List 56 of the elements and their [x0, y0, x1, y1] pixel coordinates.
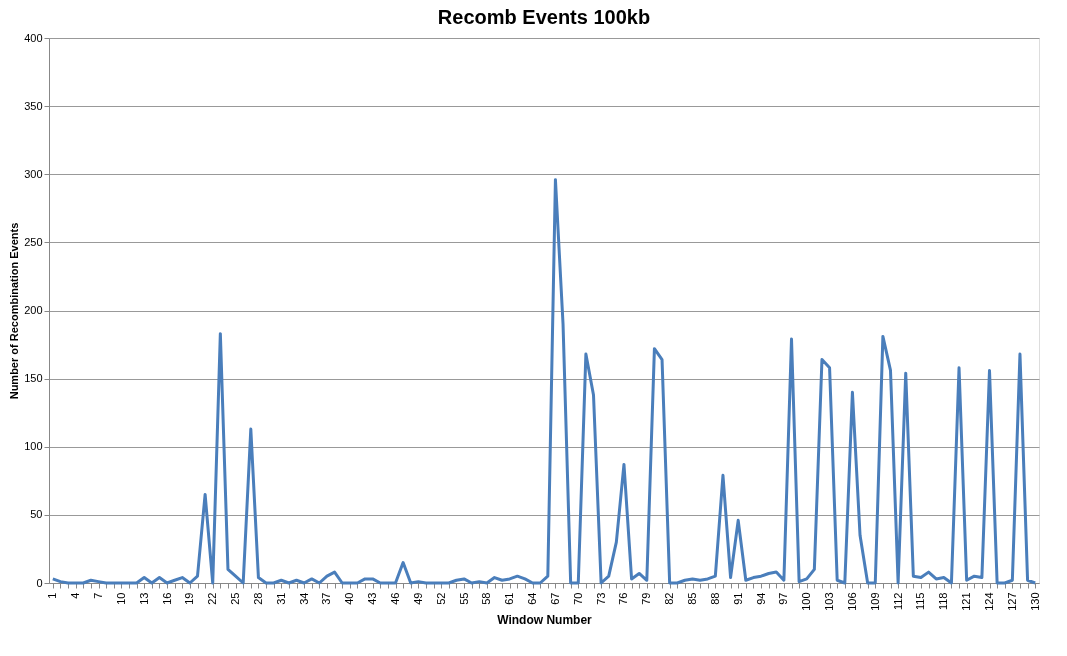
- x-tick-label: 97: [777, 592, 790, 605]
- chart-title: Recomb Events 100kb: [437, 6, 651, 28]
- x-tick-label: 73: [594, 592, 607, 605]
- y-tick-label: 250: [24, 235, 43, 248]
- x-tick-label: 19: [183, 592, 196, 605]
- x-tick-label: 103: [823, 592, 836, 611]
- x-tick-label: 55: [457, 592, 470, 605]
- x-tick-label: 43: [366, 592, 379, 605]
- y-tick-label: 350: [24, 99, 43, 112]
- x-tick-label: 91: [731, 592, 744, 605]
- y-tick-label: 300: [24, 167, 43, 180]
- x-tick-label: 4: [69, 592, 82, 599]
- x-tick-label: 67: [548, 592, 561, 605]
- x-tick-label: 25: [229, 592, 242, 605]
- x-tick-label: 109: [868, 592, 881, 611]
- x-tick-label: 1: [46, 592, 59, 599]
- y-tick-label: 0: [36, 576, 43, 589]
- x-tick-label: 106: [845, 592, 858, 611]
- x-tick-label: 16: [160, 592, 173, 605]
- x-tick-label: 52: [434, 592, 447, 605]
- x-tick-label: 70: [571, 592, 584, 605]
- x-tick-label: 64: [526, 592, 539, 605]
- x-tick-label: 88: [708, 592, 721, 605]
- y-tick-label: 50: [30, 508, 43, 521]
- x-tick-label: 13: [137, 592, 150, 605]
- x-tick-label: 94: [754, 592, 767, 605]
- x-tick-label: 31: [274, 592, 287, 605]
- x-tick-label: 121: [960, 592, 973, 611]
- x-tick-label: 82: [663, 592, 676, 605]
- x-tick-label: 115: [914, 592, 927, 611]
- x-tick-label: 22: [206, 592, 219, 605]
- x-tick-label: 100: [800, 592, 813, 611]
- x-tick-label: 49: [411, 592, 424, 605]
- x-tick-label: 37: [320, 592, 333, 605]
- y-tick-label: 100: [24, 440, 43, 453]
- x-tick-label: 79: [640, 592, 653, 605]
- x-tick-label: 61: [503, 592, 516, 605]
- x-tick-label: 112: [891, 592, 904, 611]
- y-axis-title: Number of Recombination Events: [8, 222, 21, 400]
- x-tick-label: 40: [343, 592, 356, 605]
- x-tick-label: 46: [389, 592, 401, 605]
- x-tick-label: 76: [617, 592, 630, 605]
- x-tick-label: 58: [480, 592, 493, 605]
- x-tick-label: 34: [297, 592, 310, 605]
- x-tick-label: 124: [983, 592, 995, 611]
- y-tick-label: 200: [24, 304, 43, 316]
- x-tick-label: 130: [1028, 592, 1041, 611]
- x-axis-title: Window Number: [497, 612, 593, 627]
- x-tick-label: 85: [686, 592, 698, 605]
- x-tick-label: 127: [1005, 592, 1018, 611]
- x-tick-label: 28: [251, 592, 264, 605]
- x-tick-label: 7: [92, 592, 104, 599]
- x-tick-label: 10: [114, 592, 127, 605]
- x-tick-label: 118: [937, 592, 950, 611]
- y-tick-label: 400: [24, 31, 43, 44]
- y-tick-label: 150: [24, 372, 43, 385]
